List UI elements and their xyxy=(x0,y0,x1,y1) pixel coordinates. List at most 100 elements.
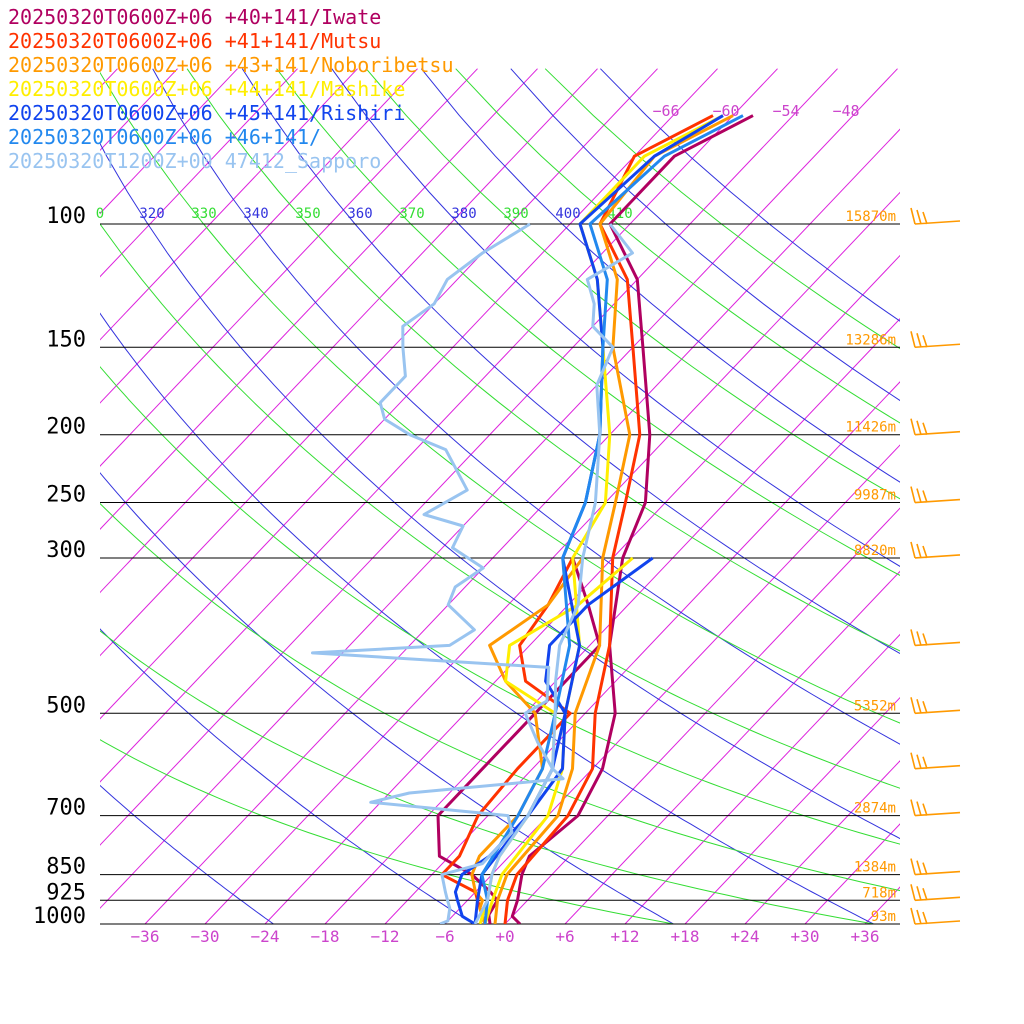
theta-label: 360 xyxy=(347,206,372,222)
pressure-tick-label: 500 xyxy=(46,693,86,718)
wind-barb xyxy=(910,858,961,876)
series-dewpoint-line xyxy=(480,114,744,924)
isotherm-line xyxy=(684,696,900,924)
series-dewpoint-line xyxy=(503,114,714,924)
temperature-tick-label: +12 xyxy=(611,927,640,946)
series-dewpoint-line xyxy=(510,114,754,924)
dry-adiabat-grid xyxy=(100,68,900,924)
isotherm-line xyxy=(804,823,900,924)
wind-barb xyxy=(910,541,961,559)
height-label: 2874m xyxy=(854,801,896,817)
dry-adiabat-line xyxy=(420,68,900,483)
isotherm-line xyxy=(100,68,298,278)
moist-adiabat-line xyxy=(100,630,877,924)
pressure-tick-label: 850 xyxy=(46,855,86,880)
temperature-tick-label: +24 xyxy=(731,927,760,946)
isotherm-line xyxy=(100,68,538,530)
temperature-tick-label: +6 xyxy=(555,927,574,946)
legend-entry: 20250320T0600Z+06 +45+141/Rishiri xyxy=(8,101,405,125)
series-dewpoint-line xyxy=(473,114,724,924)
height-label: 11426m xyxy=(845,420,896,436)
height-labels: 15870m 13286m 11426m 9987m 8820m 5352m 2874m 13… xyxy=(845,209,896,925)
isotherm-line xyxy=(100,68,778,783)
wind-barb xyxy=(910,907,961,925)
temperature-tick-label: −36 xyxy=(131,927,160,946)
moist-adiabat-line xyxy=(100,71,900,724)
temperature-tick-label: −24 xyxy=(251,927,280,946)
isotherm-line xyxy=(100,68,478,467)
mixing-ratio-label: −48 xyxy=(832,102,859,120)
moist-adiabat-line xyxy=(100,502,900,892)
temperature-tick-label: +36 xyxy=(851,927,880,946)
wind-barb xyxy=(910,697,961,715)
isotherm-line xyxy=(144,128,900,924)
legend-entry: 20250320T1200Z+00 47412_Sapporo xyxy=(8,149,381,173)
temperature-tick-label: −12 xyxy=(371,927,400,946)
dry-adiabat-line xyxy=(100,472,675,924)
moist-adiabat-grid xyxy=(100,68,900,924)
wind-barb xyxy=(910,486,961,504)
pressure-tick-label: 200 xyxy=(46,415,86,440)
isotherm-line xyxy=(100,68,718,720)
moist-adiabat-line xyxy=(100,365,900,845)
isotherm-line xyxy=(100,68,358,341)
temperature-tick-label: −18 xyxy=(311,927,340,946)
pressure-tick-label: 925 xyxy=(46,880,86,905)
isotherm-line xyxy=(100,68,178,152)
theta-label: 320 xyxy=(139,206,164,222)
dry-adiabat-line xyxy=(152,68,900,745)
isotherm-line xyxy=(444,444,900,924)
pressure-tick-label: 700 xyxy=(46,796,86,821)
pressure-tick-label: 1000 xyxy=(33,904,86,929)
dry-adiabat-line xyxy=(100,628,475,924)
temperature-tick-label: +0 xyxy=(495,927,514,946)
wind-barb xyxy=(910,799,961,817)
wind-barb xyxy=(910,752,961,770)
height-label: 9987m xyxy=(854,488,896,504)
isotherm-line xyxy=(100,68,658,657)
mixing-ratio-label: −54 xyxy=(772,102,799,120)
series-temperature-line xyxy=(311,222,565,924)
wind-barb xyxy=(910,207,961,225)
isotherm-line xyxy=(384,381,900,924)
temperature-tick-label: +30 xyxy=(791,927,820,946)
temperature-tick-labels: −36 −30 −24 −18 −12 −6 +0 +6 +12 +18 +24 +30 +36 xyxy=(131,927,880,946)
height-label: 8820m xyxy=(854,543,896,559)
isotherm-line xyxy=(100,68,598,594)
legend-entry: 20250320T0600Z+06 +43+141/Noboribetsu xyxy=(8,53,454,77)
isotherm-line xyxy=(504,507,900,924)
theta-label: 0 xyxy=(96,206,104,222)
legend-entry: 20250320T0600Z+06 +46+141/ xyxy=(8,125,321,149)
moist-adiabat-line xyxy=(365,68,900,500)
theta-label: 390 xyxy=(503,206,528,222)
wind-barb xyxy=(910,629,961,647)
height-label: 15870m xyxy=(845,209,896,225)
pressure-tick-label: 300 xyxy=(46,538,86,563)
isotherm-line xyxy=(564,570,900,924)
isotherm-line xyxy=(324,318,900,924)
sounding-series xyxy=(311,114,754,924)
pressure-tick-label: 100 xyxy=(46,204,86,229)
isotherm-line xyxy=(100,68,898,909)
theta-label: 330 xyxy=(191,206,216,222)
isotherm-line xyxy=(204,191,900,924)
dry-adiabat-line xyxy=(100,142,900,840)
height-label: 93m xyxy=(871,909,896,925)
height-label: 5352m xyxy=(854,698,896,714)
isotherm-line xyxy=(264,254,900,924)
theta-label: 340 xyxy=(243,206,268,222)
legend-entry: 20250320T0600Z+06 +44+141/Mashike xyxy=(8,77,405,101)
height-label: 13286m xyxy=(845,332,896,348)
theta-label: 370 xyxy=(399,206,424,222)
moist-adiabat-line xyxy=(276,68,900,576)
moist-adiabat-line xyxy=(186,68,900,652)
temperature-tick-label: +18 xyxy=(671,927,700,946)
wind-barb xyxy=(910,884,961,902)
theta-label: 400 xyxy=(555,206,580,222)
theta-label: 380 xyxy=(451,206,476,222)
isotherm-line xyxy=(985,69,1024,924)
temperature-tick-label: −6 xyxy=(435,927,454,946)
mixing-ratio-label: −66 xyxy=(652,102,679,120)
